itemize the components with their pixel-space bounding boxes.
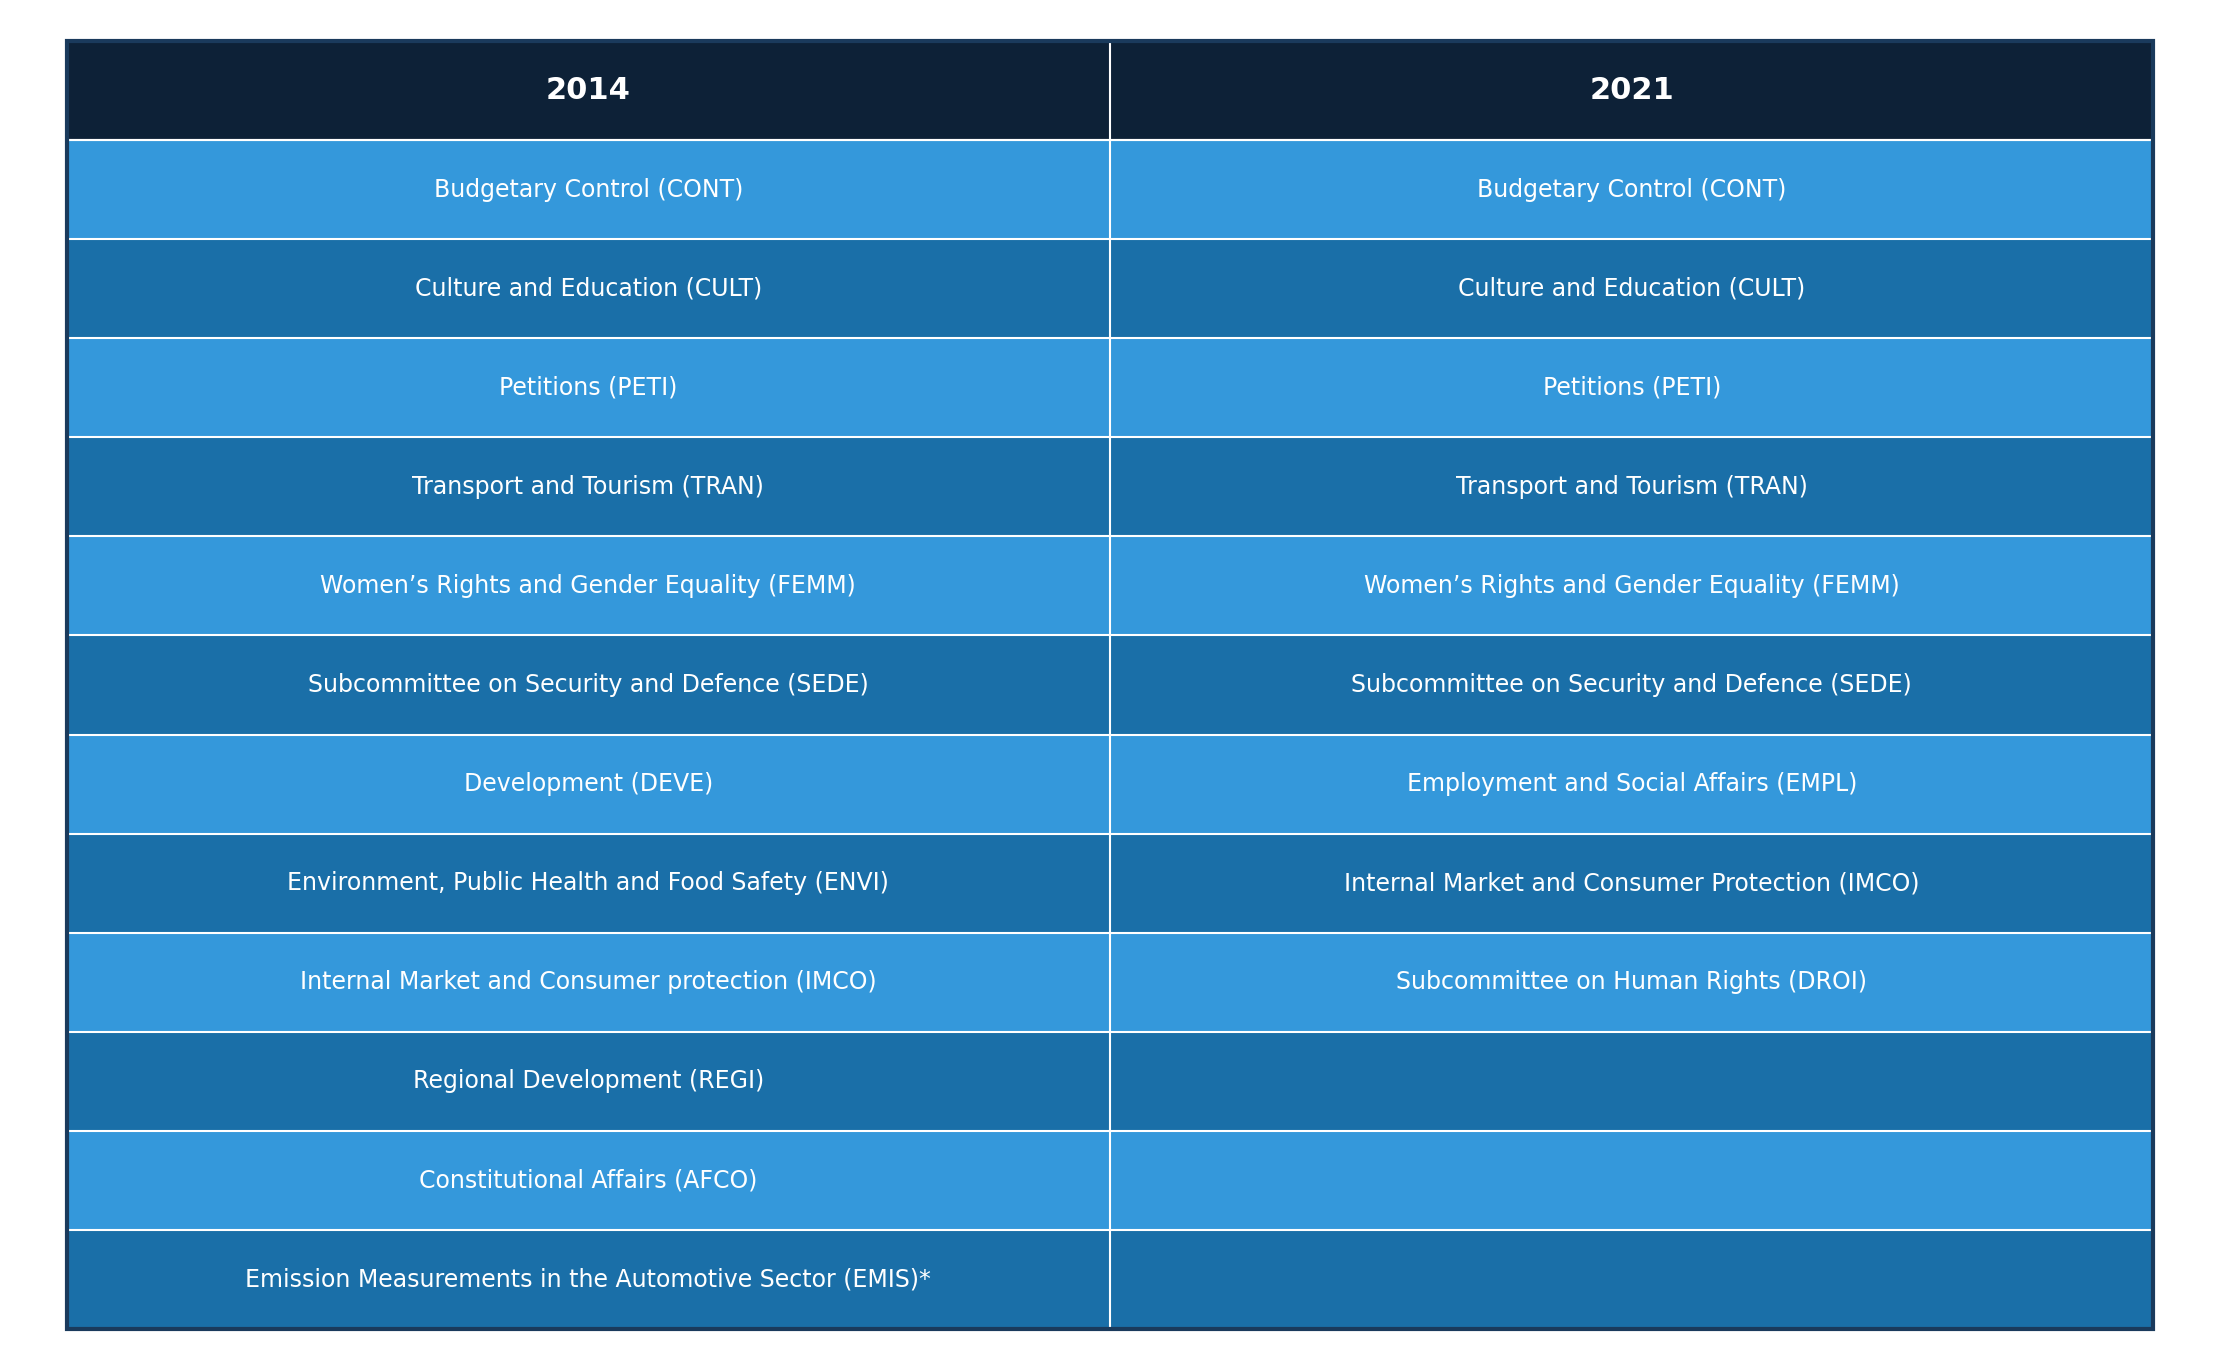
Text: 2014: 2014: [546, 77, 630, 105]
Bar: [67, 833, 2153, 933]
Text: Women’s Rights and Gender Equality (FEMM): Women’s Rights and Gender Equality (FEMM…: [320, 574, 857, 597]
Text: Environment, Public Health and Food Safety (ENVI): Environment, Public Health and Food Safe…: [286, 871, 890, 895]
Bar: [67, 41, 2153, 140]
Bar: [67, 636, 2153, 734]
Text: Subcommittee on Security and Defence (SEDE): Subcommittee on Security and Defence (SE…: [309, 673, 868, 697]
Text: Transport and Tourism (TRAN): Transport and Tourism (TRAN): [413, 475, 764, 499]
Bar: [67, 140, 2153, 240]
Text: Transport and Tourism (TRAN): Transport and Tourism (TRAN): [1456, 475, 1807, 499]
Bar: [67, 537, 2153, 636]
Text: Subcommittee on Human Rights (DROI): Subcommittee on Human Rights (DROI): [1396, 970, 1867, 995]
Text: Internal Market and Consumer Protection (IMCO): Internal Market and Consumer Protection …: [1343, 871, 1920, 895]
Bar: [67, 734, 2153, 833]
Text: Regional Development (REGI): Regional Development (REGI): [413, 1069, 764, 1093]
Text: Employment and Social Affairs (EMPL): Employment and Social Affairs (EMPL): [1407, 773, 1856, 796]
Text: Constitutional Affairs (AFCO): Constitutional Affairs (AFCO): [420, 1169, 757, 1192]
Text: 2021: 2021: [1590, 77, 1674, 105]
Text: Budgetary Control (CONT): Budgetary Control (CONT): [1476, 178, 1787, 201]
Bar: [67, 437, 2153, 537]
Text: Development (DEVE): Development (DEVE): [464, 773, 713, 796]
Text: Women’s Rights and Gender Equality (FEMM): Women’s Rights and Gender Equality (FEMM…: [1363, 574, 1900, 597]
Text: Petitions (PETI): Petitions (PETI): [1543, 375, 1720, 400]
Bar: [67, 933, 2153, 1032]
Text: Subcommittee on Security and Defence (SEDE): Subcommittee on Security and Defence (SE…: [1352, 673, 1911, 697]
Text: Emission Measurements in the Automotive Sector (EMIS)*: Emission Measurements in the Automotive …: [246, 1267, 930, 1292]
Bar: [67, 1230, 2153, 1329]
Bar: [67, 240, 2153, 338]
Text: Budgetary Control (CONT): Budgetary Control (CONT): [433, 178, 744, 201]
Bar: [67, 1032, 2153, 1130]
Text: Internal Market and Consumer protection (IMCO): Internal Market and Consumer protection …: [300, 970, 877, 995]
Bar: [67, 1130, 2153, 1230]
Bar: [67, 338, 2153, 437]
Text: Culture and Education (CULT): Culture and Education (CULT): [1459, 277, 1805, 301]
Text: Petitions (PETI): Petitions (PETI): [500, 375, 677, 400]
Text: Culture and Education (CULT): Culture and Education (CULT): [415, 277, 761, 301]
